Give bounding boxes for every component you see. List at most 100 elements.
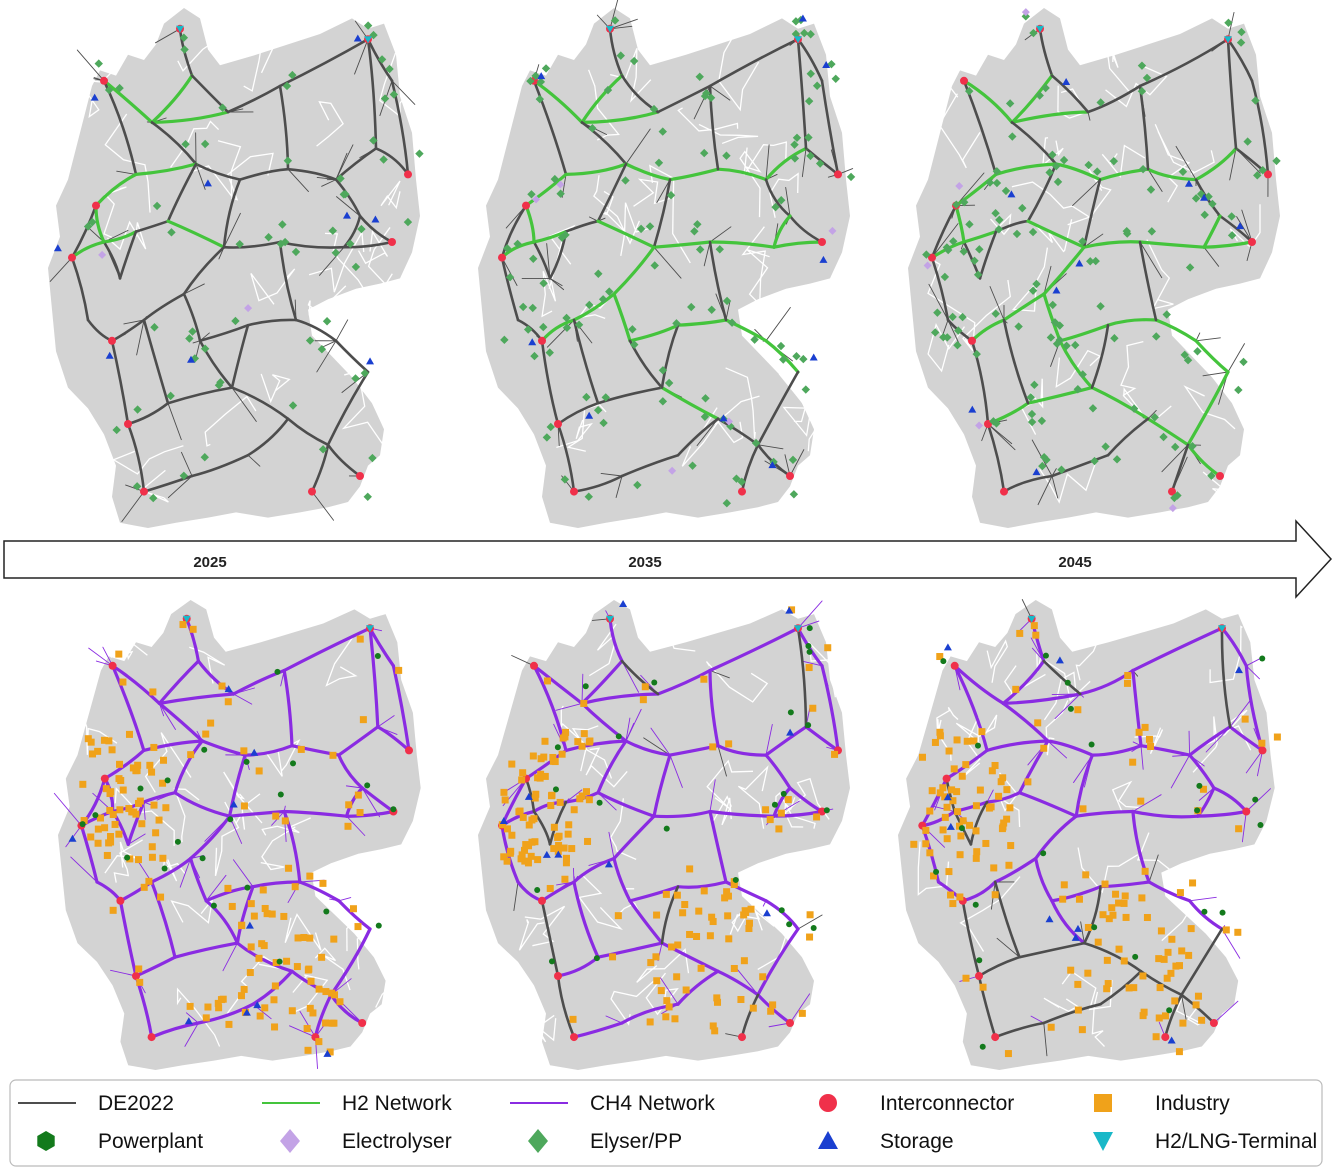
- elyser-pp-marker: [1096, 302, 1105, 311]
- industry-marker: [1161, 1012, 1169, 1020]
- pipeline-branch: [346, 815, 366, 836]
- region-border: [204, 395, 257, 447]
- pipeline-branch: [1043, 1022, 1048, 1057]
- elyser-pp-marker: [846, 172, 856, 182]
- de2022-pipeline: [286, 417, 330, 447]
- elyser-pp-marker: [965, 86, 974, 96]
- industry-marker: [674, 941, 682, 949]
- industry-marker: [179, 621, 187, 629]
- elyser-pp-marker: [1224, 18, 1233, 28]
- region-border: [729, 911, 789, 935]
- elyser-pp-marker: [707, 305, 716, 314]
- region-border: [379, 52, 408, 118]
- interconnector-marker: [132, 972, 140, 980]
- ch4-pipeline: [764, 725, 808, 757]
- elyser-pp-marker: [801, 385, 811, 394]
- powerplant-marker: [771, 801, 778, 808]
- region-border: [986, 639, 1009, 683]
- elyser-pp-marker: [792, 351, 801, 361]
- elyser-pp-marker: [732, 474, 741, 483]
- interconnector-marker: [1242, 807, 1251, 816]
- ch4-pipeline: [337, 725, 380, 757]
- region-border: [170, 120, 220, 168]
- pipeline-branch: [605, 1015, 623, 1024]
- map-panel-h2-2045: [908, 8, 1281, 528]
- pipeline-branch: [247, 454, 261, 467]
- industry-marker: [950, 765, 958, 773]
- interconnector-marker: [92, 201, 100, 210]
- elyser-pp-marker: [610, 16, 620, 25]
- industry-marker: [663, 997, 671, 1005]
- industry-marker: [516, 807, 524, 815]
- industry-marker: [824, 644, 832, 652]
- elyser-pp-marker: [1129, 404, 1139, 413]
- industry-marker: [990, 864, 998, 872]
- ch4-pipeline: [656, 668, 712, 696]
- industry-marker: [240, 985, 248, 993]
- region-border: [927, 322, 966, 373]
- elyser-pp-marker: [827, 59, 836, 69]
- ch4-pipeline: [1074, 753, 1094, 818]
- industry-marker: [995, 792, 1003, 800]
- industry-marker: [162, 804, 170, 812]
- powerplant-marker: [972, 901, 979, 908]
- industry-marker: [956, 851, 964, 859]
- elyser-pp-marker: [715, 245, 724, 254]
- industry-marker: [89, 750, 97, 758]
- region-border: [743, 141, 787, 176]
- pipeline-branch: [1147, 168, 1163, 192]
- interconnector-marker: [1161, 1033, 1170, 1042]
- pipeline-branch: [1080, 921, 1085, 944]
- elyser-pp-marker: [503, 244, 512, 253]
- elyser-pp-marker: [943, 245, 953, 255]
- elyser-pp-marker: [1170, 493, 1179, 503]
- storage-marker: [499, 816, 508, 824]
- elyser-pp-marker: [1039, 452, 1049, 462]
- legend-item-elyser-pp: Elyser/PP: [528, 1129, 682, 1153]
- elyser-pp-marker: [179, 33, 189, 42]
- storage-marker: [371, 215, 380, 223]
- de2022-pipeline: [334, 178, 362, 218]
- legend-item-h2-network: H2 Network: [262, 1092, 452, 1115]
- ch4-pipeline: [1139, 744, 1192, 757]
- industry-marker: [546, 884, 554, 892]
- industry-marker: [976, 786, 984, 794]
- industry-marker: [922, 840, 930, 848]
- de2022-pipeline: [246, 318, 298, 327]
- elyser-pp-marker: [1071, 340, 1080, 350]
- de2022-pipeline: [126, 422, 146, 493]
- industry-marker: [1060, 881, 1068, 889]
- region-border: [808, 641, 837, 698]
- region-border: [348, 319, 389, 361]
- industry-marker: [956, 893, 964, 901]
- de2022-pipeline: [556, 974, 576, 1039]
- industry-marker: [500, 788, 508, 796]
- de2022-pipeline: [278, 37, 370, 88]
- h2-pipeline: [962, 230, 998, 244]
- elyser-pp-marker: [363, 21, 373, 30]
- storage-marker: [68, 834, 77, 842]
- pipeline-branch: [195, 163, 206, 190]
- storage-marker: [1032, 468, 1041, 476]
- industry-marker: [134, 761, 142, 769]
- pipeline-branch: [1047, 740, 1068, 759]
- de2022-pipeline: [190, 453, 250, 478]
- industry-marker: [517, 855, 525, 863]
- industry-marker: [330, 1019, 338, 1027]
- storage-marker: [1062, 77, 1071, 85]
- industry-marker: [939, 784, 947, 792]
- electrolyser-marker: [1168, 504, 1177, 513]
- industry-marker: [527, 852, 535, 860]
- powerplant-marker: [1201, 908, 1208, 915]
- elyser-pp-marker: [952, 200, 961, 209]
- industry-marker: [1040, 744, 1048, 752]
- powerplant-marker: [554, 744, 561, 751]
- h2-pipeline: [580, 110, 660, 124]
- elyser-pp-marker: [1027, 409, 1037, 419]
- powerplant-marker: [780, 790, 787, 797]
- industry-marker: [145, 877, 153, 885]
- industry-marker: [1122, 913, 1130, 921]
- region-border: [1183, 385, 1236, 430]
- elyser-pp-marker: [180, 45, 189, 54]
- ch4-pipeline: [953, 664, 989, 752]
